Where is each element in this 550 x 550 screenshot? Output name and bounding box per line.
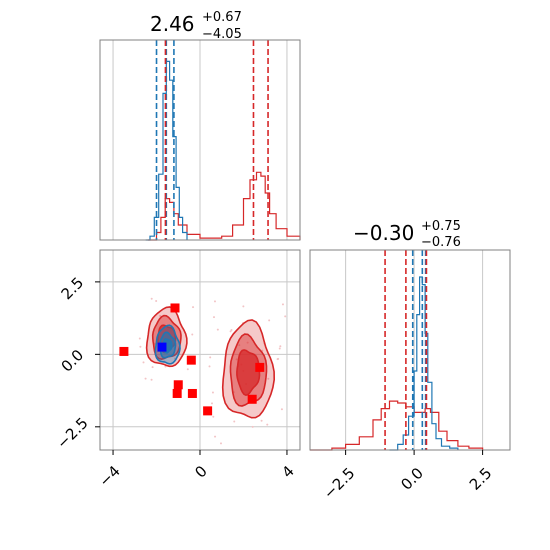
hist-x-red-series: [147, 171, 301, 241]
sample-point: [211, 391, 214, 394]
sample-point: [144, 377, 147, 380]
red-square-marker: [172, 388, 182, 398]
sample-point: [235, 358, 238, 361]
red-contour-0-level-2: [236, 349, 261, 397]
blue-square-marker: [157, 342, 167, 352]
sample-point: [150, 297, 153, 300]
sample-point: [142, 361, 145, 364]
title1-median: 2.46: [150, 12, 195, 36]
red-square-marker: [173, 380, 183, 390]
marginal-y-frame: [309, 249, 511, 451]
title2-median: −0.30: [353, 221, 414, 245]
sample-point: [139, 345, 142, 348]
hist-y-red-series: [310, 400, 484, 451]
sample-point: [212, 316, 215, 319]
sample-point: [155, 299, 158, 302]
sample-point: [212, 415, 215, 418]
sample-point: [280, 408, 283, 411]
sample-point: [186, 368, 189, 371]
marginal-x-frame: [99, 39, 301, 241]
sample-point: [246, 341, 249, 344]
sample-point: [266, 423, 269, 426]
marginal-y-panel: −2.5 0.0 2.5: [309, 249, 511, 503]
sample-point: [216, 328, 219, 331]
title-param1: 2.46 +0.67 −4.05: [150, 10, 242, 42]
sample-point: [260, 419, 263, 422]
sample-point: [242, 305, 245, 308]
red-square-marker: [187, 388, 197, 398]
sample-point: [230, 329, 233, 332]
sample-point: [219, 442, 222, 445]
sample-point: [191, 333, 194, 336]
sample-point: [150, 378, 153, 381]
sample-point: [251, 425, 254, 428]
hist-y-blue-series: [389, 276, 459, 451]
sample-point: [279, 345, 282, 348]
sample-point: [284, 315, 287, 318]
title2-minus: −0.76: [421, 235, 461, 250]
sample-point: [192, 306, 195, 309]
red-square-marker: [170, 303, 180, 313]
title-param2: −0.30 +0.75 −0.76: [353, 219, 461, 250]
y-tick-label: 0.0: [58, 346, 88, 376]
red-square-marker: [119, 346, 129, 356]
sample-point: [138, 337, 141, 340]
title1-plus: +0.67: [202, 10, 242, 25]
sample-point: [159, 314, 162, 317]
hist-x-blue-series: [145, 60, 188, 241]
x-tick-label: −4: [95, 462, 123, 490]
y-tick-label: −2.5: [53, 414, 91, 452]
sample-point: [281, 303, 284, 306]
x2-tick-label: 2.5: [466, 464, 496, 494]
sample-point: [208, 365, 211, 368]
sample-point: [268, 319, 271, 322]
x2-tick-label: −2.5: [320, 464, 358, 502]
x2-tick-label: 0.0: [397, 464, 427, 494]
sample-point: [267, 377, 270, 380]
sample-point: [210, 402, 213, 405]
sample-point: [276, 358, 279, 361]
sample-point: [213, 300, 216, 303]
sample-point: [238, 344, 241, 347]
sample-point: [151, 366, 154, 369]
y-tick-label: 2.5: [58, 274, 88, 304]
joint-panel: −4 0 4 2.5 0.0 −2.5: [53, 249, 301, 490]
red-square-marker: [186, 355, 196, 365]
red-square-marker: [255, 362, 265, 372]
red-square-marker: [203, 406, 213, 416]
sample-point: [214, 435, 217, 438]
red-square-marker: [247, 394, 257, 404]
marginal-x-panel: [99, 39, 301, 241]
sample-point: [233, 420, 236, 423]
sample-point: [209, 356, 212, 359]
x-tick-label: 0: [191, 462, 210, 481]
sample-point: [278, 347, 281, 350]
title2-plus: +0.75: [421, 219, 461, 234]
title1-minus: −4.05: [202, 27, 242, 42]
x-tick-label: 4: [278, 462, 297, 481]
